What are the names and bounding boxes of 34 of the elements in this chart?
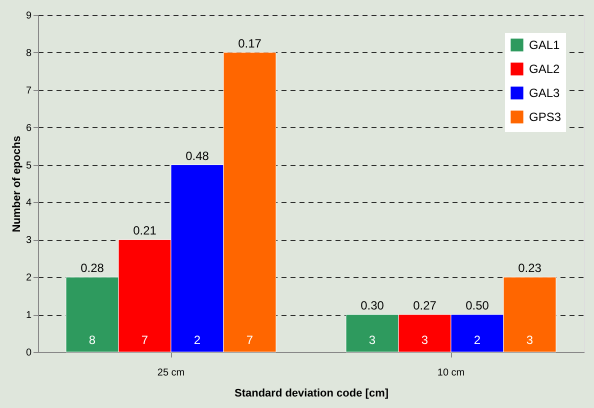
- y-tick-label: 6: [26, 122, 32, 134]
- legend-label: GAL3: [529, 86, 560, 100]
- annotation: 7: [141, 333, 148, 347]
- y-tick-label: 8: [26, 48, 32, 59]
- annotation: 2: [194, 333, 201, 347]
- annotation: 0.17: [238, 36, 262, 50]
- y-tick-label: 1: [26, 310, 32, 322]
- y-axis-title: Number of epochs: [10, 136, 23, 232]
- legend-label: GAL2: [529, 62, 560, 76]
- y-tick-label: 0: [26, 348, 32, 358]
- y-tick-label: 3: [26, 235, 32, 246]
- y-tick-label: 7: [26, 85, 32, 96]
- y-tick-label: 5: [26, 160, 32, 172]
- annotation: 8: [88, 333, 96, 347]
- x-tick-label: 10 cm: [437, 368, 465, 378]
- y-tick-label: 4: [26, 198, 32, 209]
- annotation: 0.23: [518, 261, 542, 276]
- annotation: 0.27: [413, 298, 437, 313]
- x-axis-title: Standard deviation code [cm]: [234, 388, 389, 400]
- annotation: 0.21: [133, 224, 157, 238]
- annotation: 3: [368, 333, 376, 347]
- annotation: 0.28: [80, 261, 104, 276]
- y-tick-label: 9: [26, 10, 32, 22]
- annotation: 2: [474, 333, 481, 347]
- annotation: 7: [246, 333, 254, 347]
- legend-label: GPS3: [529, 110, 562, 124]
- annotation: 3: [421, 333, 428, 347]
- x-tick-label: 25 cm: [157, 368, 185, 378]
- annotation: 3: [526, 333, 534, 347]
- legend-label: GAL1: [529, 38, 560, 52]
- annotation: 0.48: [186, 148, 210, 163]
- annotation: 0.30: [360, 298, 384, 313]
- annotation: 0.50: [466, 298, 490, 313]
- y-tick-label: 2: [26, 272, 32, 284]
